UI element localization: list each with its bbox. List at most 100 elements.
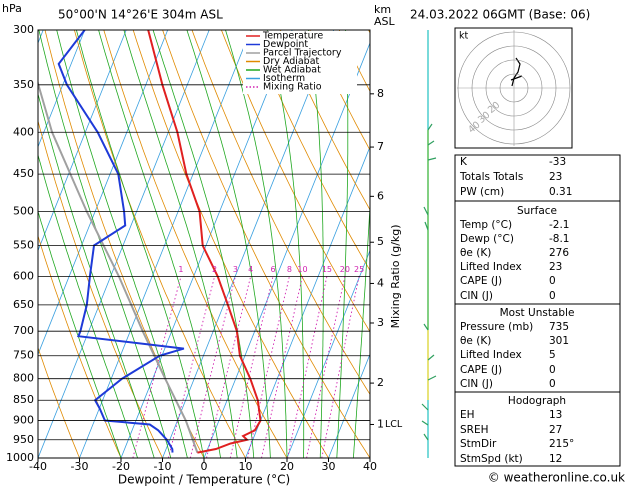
dry-adiabat [250, 30, 370, 272]
y-tick-label: 550 [13, 238, 34, 251]
hodograph-ring [457, 31, 571, 145]
x-tick-label: -10 [154, 460, 172, 473]
table-value: -2.1 [549, 219, 570, 231]
isotherm [286, 249, 370, 458]
table-value: 27 [549, 424, 562, 436]
dry-adiabat [604, 30, 629, 458]
profile-line [38, 79, 199, 453]
x-tick-label: 30 [322, 460, 336, 473]
x-tick-label: 0 [201, 460, 208, 473]
legend-label: Dewpoint [263, 39, 308, 50]
isotherm [38, 30, 210, 458]
dry-adiabat [309, 30, 370, 151]
y2-axis-label: Mixing Ratio (g/kg) [389, 224, 402, 328]
isotherm [162, 30, 335, 458]
y-tick-label: 300 [13, 23, 34, 36]
table-value: -8.1 [549, 233, 570, 245]
dry-adiabat [103, 30, 288, 458]
km-label: km ASL [374, 3, 396, 28]
table-value: -33 [549, 156, 566, 168]
wet-adiabat [353, 200, 370, 458]
mixing-ratio-label: 3 [233, 265, 238, 274]
y-tick-label: 1000 [6, 451, 34, 464]
index-table: K -33 Totals Totals 23 PW (cm) 0.31 Surface Tem… [454, 154, 621, 467]
mixing-ratio-label: 2 [212, 265, 217, 274]
wet-adiabat [307, 30, 324, 458]
table-label: PW (cm) [460, 186, 504, 198]
plot-area [0, 30, 629, 458]
lcl-label: LCL [385, 419, 403, 430]
km-tick-label: 8 [377, 87, 384, 100]
table-value: 12 [549, 453, 562, 465]
table-value: 0 [549, 275, 556, 287]
wet-adiabat [186, 30, 271, 458]
wet-adiabat [38, 92, 155, 458]
km-tick-label: 3 [377, 316, 384, 329]
isotherm [203, 41, 370, 458]
axes: 3003504004505005506006507007508008509009… [6, 3, 403, 486]
km-tick-label: 1 [377, 417, 384, 430]
y-tick-label: 800 [13, 372, 34, 385]
y-tick-label: 650 [13, 298, 34, 311]
y-tick-label: 400 [13, 125, 34, 138]
wet-adiabat [336, 30, 349, 458]
table-value: 215° [549, 438, 574, 450]
hodograph-ring [485, 59, 543, 117]
x-tick-label: 20 [280, 460, 294, 473]
mixing-ratio-label: 6 [270, 265, 275, 274]
table-value: 276 [549, 247, 569, 259]
mixing-ratio-line [132, 276, 182, 458]
mixing-ratio-label: 25 [354, 265, 364, 274]
dry-adiabat [132, 30, 329, 458]
x-tick-label: -40 [29, 460, 47, 473]
table-section: Hodograph [508, 395, 566, 407]
table-value: 23 [549, 171, 562, 183]
legend-label: Dry Adiabat [263, 56, 320, 67]
dry-adiabat [38, 346, 80, 458]
table-label: θe (K) [460, 335, 491, 347]
footer: © weatheronline.co.uk [488, 471, 625, 485]
y-tick-label: 450 [13, 167, 34, 180]
isotherm [79, 30, 252, 458]
wet-adiabat [56, 30, 188, 458]
mixing-ratio-label: 10 [297, 265, 307, 274]
table-label: Dewp (°C) [460, 233, 514, 245]
y-tick-label: 350 [13, 78, 34, 91]
isotherm [245, 145, 370, 458]
mixing-ratio-label: 15 [322, 265, 332, 274]
table-label: StmDir [460, 438, 497, 450]
x-axis-label: Dewpoint / Temperature (°C) [118, 473, 290, 486]
table-label: Temp (°C) [459, 219, 512, 231]
wind-barbs [421, 30, 437, 458]
y-tick-label: 900 [13, 414, 34, 427]
mixing-ratio-label: 4 [248, 265, 253, 274]
table-label: Lifted Index [460, 349, 522, 361]
table-label: CIN (J) [460, 378, 493, 390]
legend-label: Isotherm [263, 73, 305, 84]
y-tick-label: 850 [13, 393, 34, 406]
table-label: StmSpd (kt) [460, 453, 523, 465]
mixing-ratio-line [189, 276, 236, 458]
mixing-ratio-label: 1 [178, 265, 183, 274]
table-label: Totals Totals [459, 171, 523, 183]
mixing-ratio-line [261, 276, 303, 458]
y-tick-label: 700 [13, 324, 34, 337]
table-label: SREH [460, 424, 489, 436]
table-label: Lifted Index [460, 261, 522, 273]
dry-adiabat [574, 30, 629, 458]
table-section: Most Unstable [500, 307, 575, 319]
table-value: 13 [549, 409, 562, 421]
isotherm [0, 30, 2, 458]
legend-label: Temperature [262, 31, 323, 42]
table-label: θe (K) [460, 247, 491, 259]
km-tick-label: 4 [377, 276, 384, 289]
table-label: Pressure (mb) [460, 321, 533, 333]
x-tick-label: 10 [239, 460, 253, 473]
table-label: EH [460, 409, 475, 421]
isotherm [120, 30, 293, 458]
x-tick-label: 40 [363, 460, 377, 473]
dry-adiabat [427, 30, 629, 458]
